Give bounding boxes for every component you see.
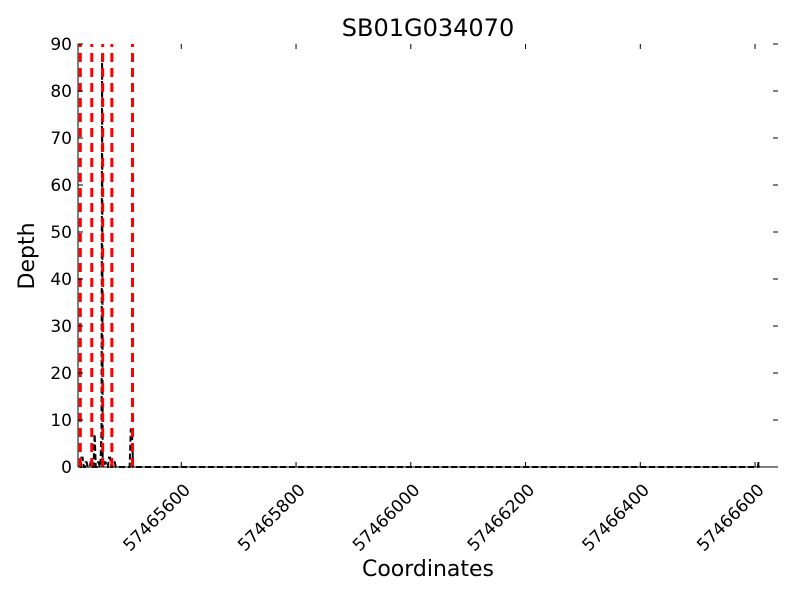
y-tick-label: 10 bbox=[50, 411, 72, 431]
y-axis-label: Depth bbox=[15, 222, 40, 289]
x-axis-label: Coordinates bbox=[362, 557, 494, 582]
x-tick-label: 57466200 bbox=[464, 480, 539, 555]
y-tick-label: 20 bbox=[50, 364, 72, 384]
y-tick-label: 70 bbox=[50, 129, 72, 149]
chart-title: SB01G034070 bbox=[342, 14, 514, 42]
depth-series-line bbox=[79, 53, 761, 468]
y-tick-label: 0 bbox=[61, 458, 72, 478]
x-axis-ticks: 57465600 57465800 57466000 57466200 57466400… bbox=[119, 44, 769, 556]
y-tick-label: 80 bbox=[50, 82, 72, 102]
y-tick-label: 90 bbox=[50, 35, 72, 55]
x-tick-label: 57466600 bbox=[693, 480, 768, 555]
x-tick-label: 57466400 bbox=[579, 480, 654, 555]
y-axis-ticks: 0 10 20 30 40 50 60 70 80 90 bbox=[50, 35, 778, 478]
y-tick-label: 60 bbox=[50, 176, 72, 196]
x-tick-label: 57465800 bbox=[234, 480, 309, 555]
y-tick-label: 40 bbox=[50, 270, 72, 290]
plot-area bbox=[78, 44, 761, 468]
y-tick-label: 30 bbox=[50, 317, 72, 337]
x-tick-label: 57466000 bbox=[349, 480, 424, 555]
y-tick-label: 50 bbox=[50, 223, 72, 243]
x-tick-label: 57465600 bbox=[119, 480, 194, 555]
